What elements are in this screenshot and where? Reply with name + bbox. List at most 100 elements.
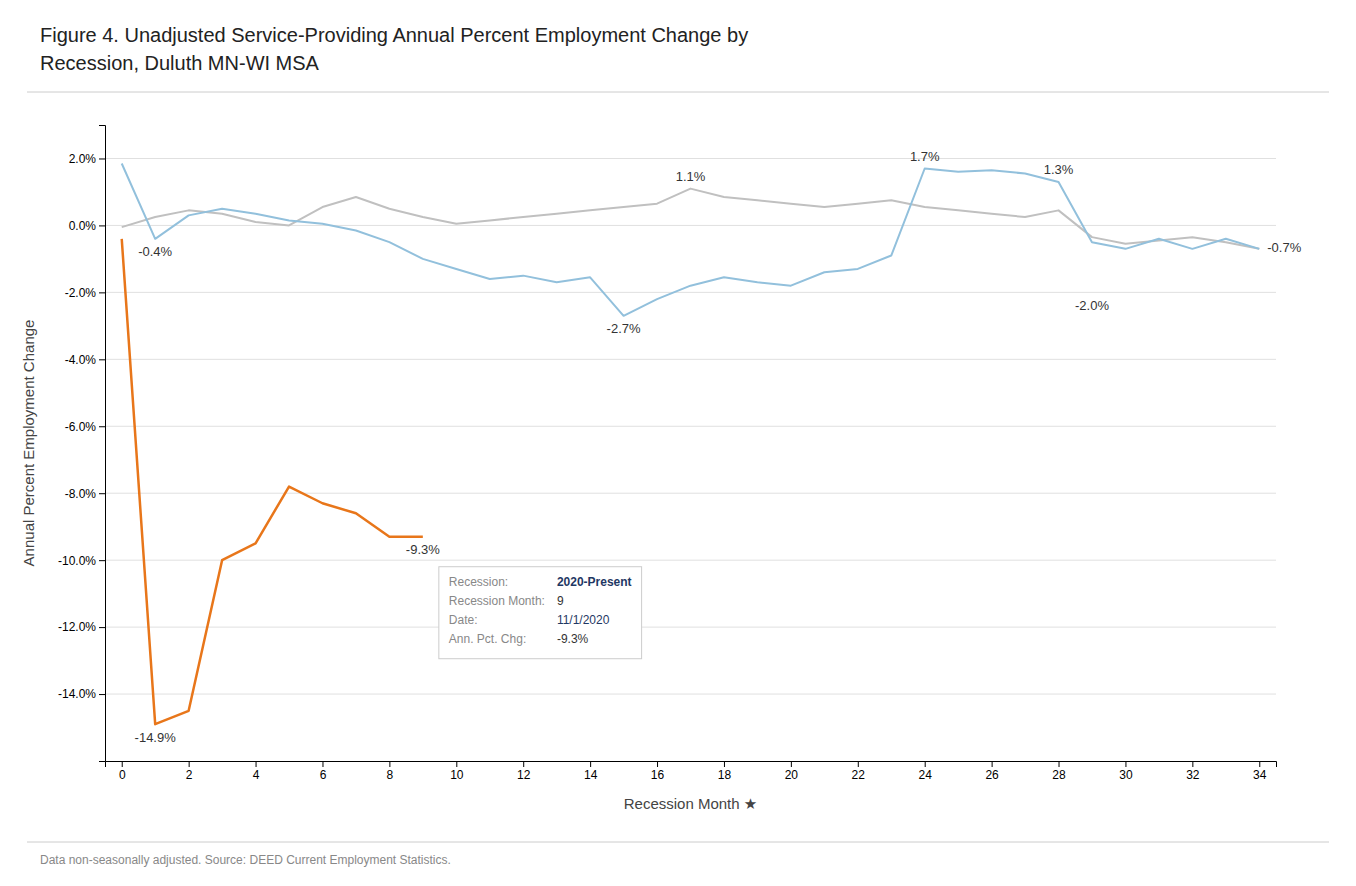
y-axis: -14.0% -12.0% -10.0% -8.0% -6.0% -4.0% -2.0% 0.… bbox=[58, 126, 106, 762]
x-tick: 20 bbox=[785, 761, 799, 782]
y-tick: 0.0% bbox=[69, 219, 105, 233]
annotations: -0.4%-14.9%-9.3%-2.7%1.1%1.7%1.3%-2.0%-0… bbox=[135, 149, 1302, 745]
x-tick-label: 34 bbox=[1253, 768, 1267, 782]
x-tick-label: 22 bbox=[852, 768, 866, 782]
x-tick-mark bbox=[523, 761, 524, 767]
x-axis-title: Recession Month ★ bbox=[624, 795, 758, 812]
tooltip-value: -9.3% bbox=[557, 632, 589, 646]
title-separator bbox=[27, 92, 1329, 93]
grid-line bbox=[105, 158, 1276, 159]
grid-line bbox=[105, 359, 1276, 360]
x-tick-label: 16 bbox=[651, 768, 665, 782]
chart: Figure 4. Unadjusted Service-Providing A… bbox=[0, 0, 1356, 886]
y-tick-mark bbox=[99, 359, 105, 360]
y-tick-mark bbox=[99, 292, 105, 293]
x-tick-label: 12 bbox=[517, 768, 531, 782]
x-tick: 4 bbox=[253, 761, 260, 782]
y-axis-title: Annual Percent Employment Change bbox=[20, 320, 37, 567]
x-tick: 14 bbox=[584, 761, 598, 782]
x-tick: 18 bbox=[718, 761, 732, 782]
x-tick-mark bbox=[590, 761, 591, 767]
plot: 0246810121416182022242628303234-14.0%-12… bbox=[58, 126, 1302, 782]
x-tick-label: 8 bbox=[387, 768, 394, 782]
x-tick-mark bbox=[1125, 761, 1126, 767]
annotation: -14.9% bbox=[135, 730, 177, 745]
y-tick-label: -6.0% bbox=[65, 420, 97, 434]
annotation: -9.3% bbox=[406, 542, 440, 557]
x-tick: 30 bbox=[1119, 761, 1133, 782]
tooltip-label: Recession: bbox=[449, 575, 508, 589]
grid-line bbox=[105, 426, 1276, 427]
y-tick-label: -10.0% bbox=[58, 553, 96, 567]
grid-line bbox=[105, 560, 1276, 561]
x-tick: 10 bbox=[450, 761, 464, 782]
annotation: -2.7% bbox=[607, 321, 641, 336]
x-tick: 26 bbox=[985, 761, 999, 782]
y-tick: -6.0% bbox=[65, 420, 105, 434]
annotation: -2.0% bbox=[1075, 298, 1109, 313]
x-tick: 34 bbox=[1253, 761, 1267, 782]
x-tick-label: 24 bbox=[919, 768, 933, 782]
x-tick-label: 0 bbox=[119, 768, 126, 782]
y-tick-label: -8.0% bbox=[65, 487, 97, 501]
y-tick-mark bbox=[99, 426, 105, 427]
grid-line bbox=[105, 292, 1276, 293]
x-tick: 12 bbox=[517, 761, 531, 782]
y-tick-label: 0.0% bbox=[69, 219, 97, 233]
x-tick: 6 bbox=[320, 761, 327, 782]
y-tick-mark bbox=[99, 694, 105, 695]
x-tick-label: 10 bbox=[450, 768, 464, 782]
y-tick: -10.0% bbox=[58, 553, 105, 567]
x-tick: 16 bbox=[651, 761, 665, 782]
x-tick-label: 2 bbox=[186, 768, 193, 782]
lines bbox=[122, 163, 1260, 724]
x-tick-mark bbox=[389, 761, 390, 767]
y-tick-mark bbox=[99, 158, 105, 159]
x-tick: 32 bbox=[1186, 761, 1200, 782]
tooltip-box bbox=[439, 567, 642, 659]
x-tick: 8 bbox=[387, 761, 394, 782]
y-tick: -2.0% bbox=[65, 286, 105, 300]
tooltip-label: Date: bbox=[449, 613, 478, 627]
x-tick-label: 32 bbox=[1186, 768, 1200, 782]
grid-line bbox=[105, 493, 1276, 494]
y-tick-label: -4.0% bbox=[65, 353, 97, 367]
footnote-separator bbox=[27, 842, 1329, 843]
x-tick-label: 18 bbox=[718, 768, 732, 782]
annotation: 1.1% bbox=[676, 169, 706, 184]
x-tick: 28 bbox=[1052, 761, 1066, 782]
y-tick-label: -2.0% bbox=[65, 286, 97, 300]
y-grid bbox=[105, 158, 1276, 694]
tooltip-label: Recession Month: bbox=[449, 594, 545, 608]
y-tick: -12.0% bbox=[58, 620, 105, 634]
annotation: 1.7% bbox=[910, 149, 940, 164]
x-tick-label: 14 bbox=[584, 768, 598, 782]
y-tick-label: -12.0% bbox=[58, 620, 96, 634]
tooltip-value: 2020-Present bbox=[557, 575, 632, 589]
annotation: -0.4% bbox=[138, 244, 172, 259]
x-tick-mark bbox=[1192, 761, 1193, 767]
x-tick-mark bbox=[791, 761, 792, 767]
x-tick: 0 bbox=[119, 761, 126, 782]
x-tick-mark bbox=[657, 761, 658, 767]
y-tick-mark bbox=[99, 493, 105, 494]
y-tick: -8.0% bbox=[65, 487, 105, 501]
y-tick: 2.0% bbox=[69, 152, 105, 166]
y-tick-label: 2.0% bbox=[69, 152, 97, 166]
tooltip: Recession: 2020-Present Recession Month: 9 D… bbox=[439, 567, 642, 659]
title: Figure 4. Unadjusted Service-Providing A… bbox=[40, 24, 748, 46]
x-tick-label: 30 bbox=[1119, 768, 1133, 782]
tooltip-label: Ann. Pct. Chg: bbox=[449, 632, 526, 646]
y-tick-label: -14.0% bbox=[58, 687, 96, 701]
x-tick-mark bbox=[122, 761, 123, 767]
x-tick-mark bbox=[189, 761, 190, 767]
footnote: Data non-seasonally adjusted. Source: DE… bbox=[40, 853, 451, 867]
annotation: 1.3% bbox=[1044, 162, 1074, 177]
x-axis: 0246810121416182022242628303234 bbox=[106, 761, 1277, 782]
series-line bbox=[122, 239, 423, 724]
y-tick: -4.0% bbox=[65, 353, 105, 367]
y-tick-mark bbox=[99, 225, 105, 226]
grid-line bbox=[105, 627, 1276, 628]
tooltip-value: 9 bbox=[557, 594, 564, 608]
x-axis-line bbox=[106, 762, 1277, 768]
